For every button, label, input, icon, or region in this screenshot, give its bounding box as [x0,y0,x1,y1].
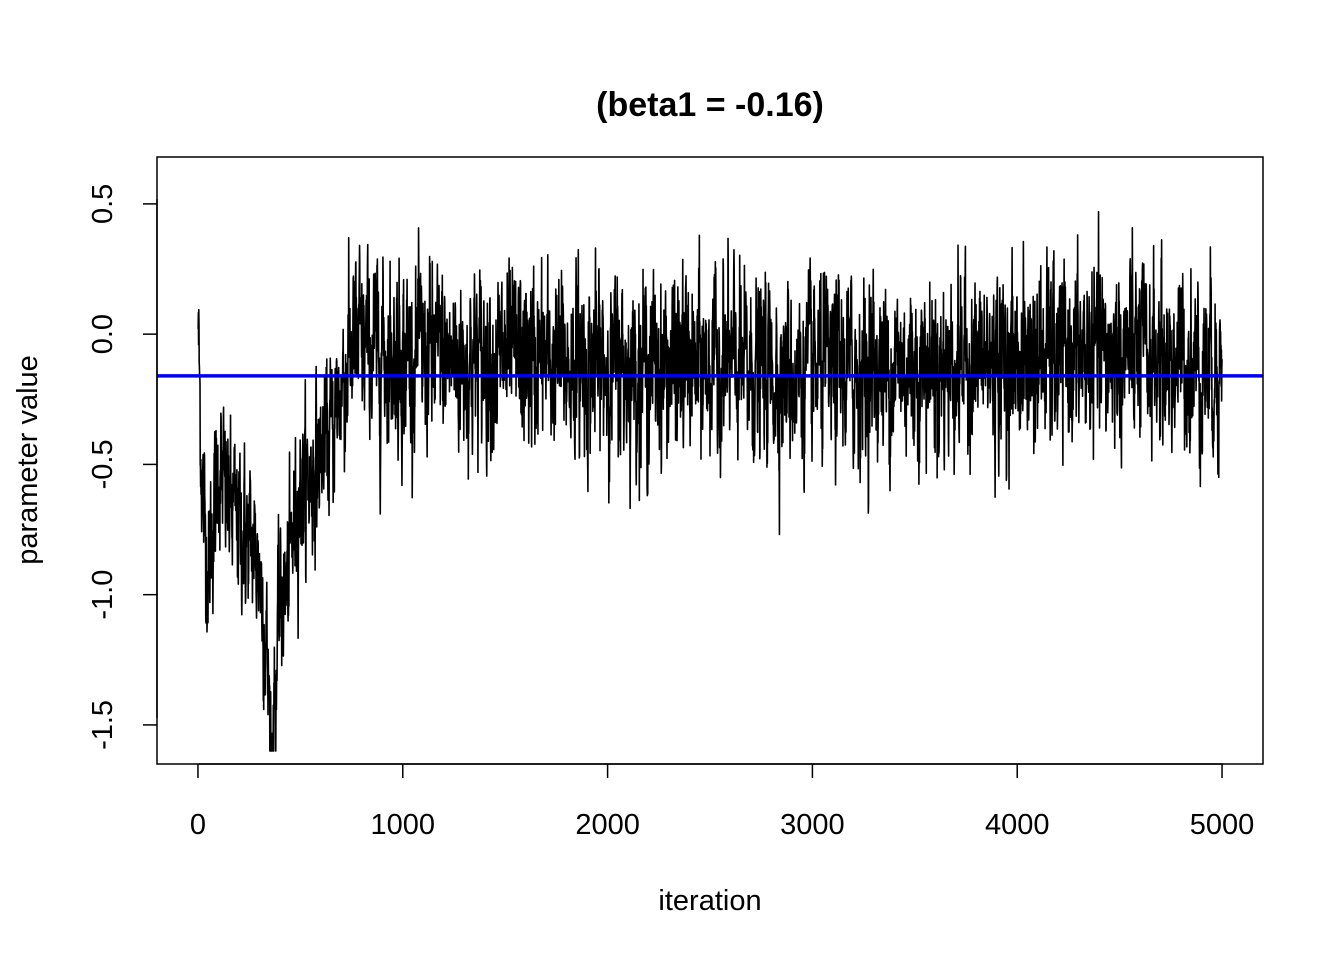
x-axis-label: iteration [658,885,761,917]
x-axis-ticks: 0 1000 2000 3000 4000 5000 [190,764,1254,841]
y-tick-label: -1.5 [87,700,119,750]
trace-series-line [197,210,1223,752]
chart-title: (beta1 = -0.16) [596,86,824,124]
x-tick-label: 2000 [575,809,640,841]
y-tick-label: 0.0 [87,314,119,354]
y-axis-ticks: -1.5 -1.0 -0.5 0.0 0.5 [87,184,157,750]
x-tick-label: 5000 [1190,809,1255,841]
y-tick-label: -1.0 [87,570,119,620]
x-tick-label: 3000 [780,809,845,841]
x-tick-label: 0 [190,809,206,841]
y-tick-label: 0.5 [87,184,119,224]
x-tick-label: 1000 [371,809,436,841]
y-tick-label: -0.5 [87,439,119,489]
y-axis-label: parameter value [12,355,44,565]
x-tick-label: 4000 [985,809,1050,841]
